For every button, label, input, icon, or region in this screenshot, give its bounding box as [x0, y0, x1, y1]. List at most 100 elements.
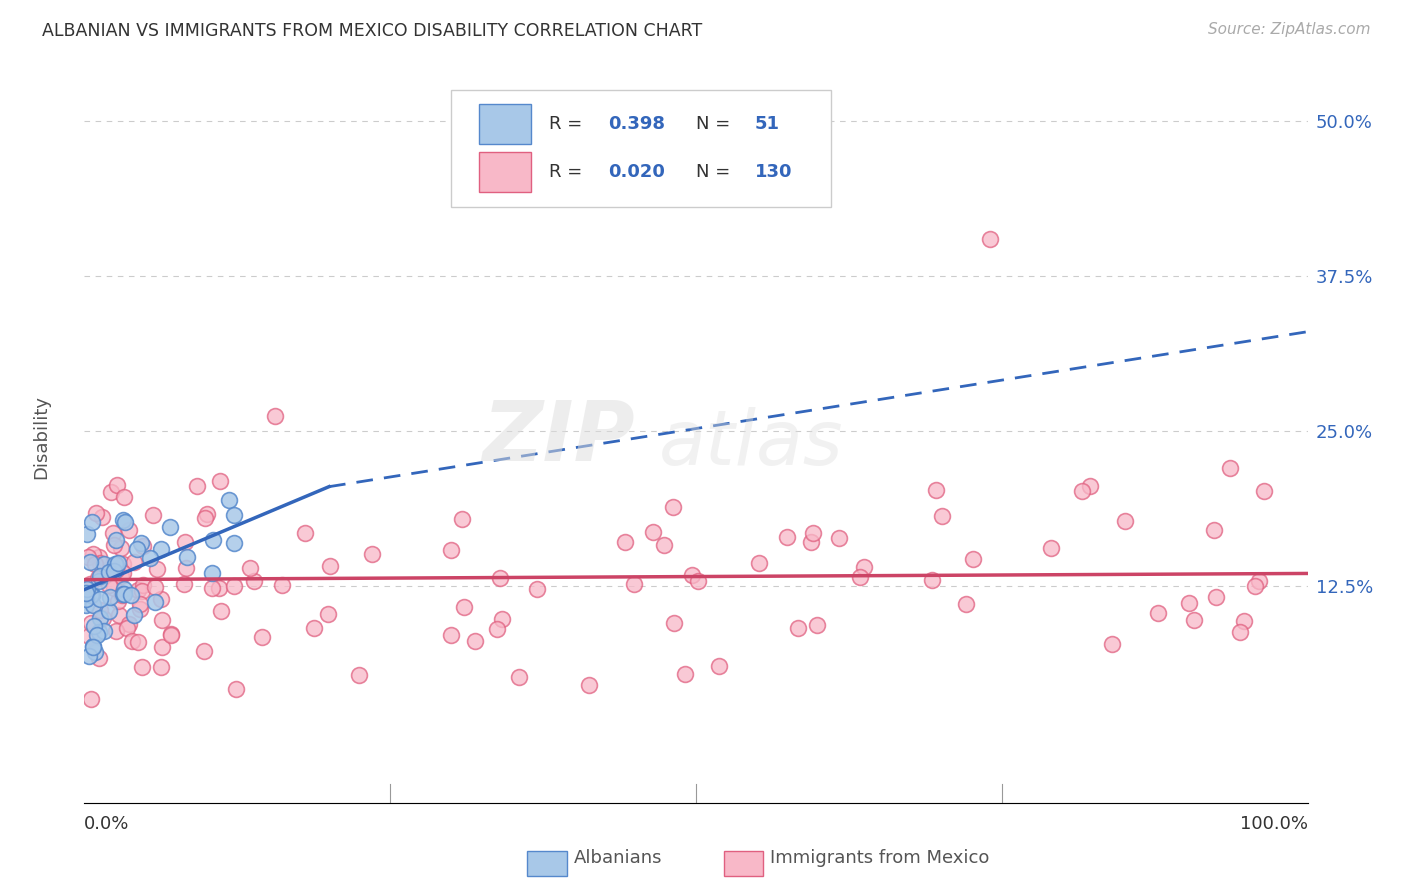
Point: [111, 588, 134, 602]
Point: [84, 506, 107, 520]
Point: [748, 556, 770, 570]
Point: [79, 580, 101, 594]
Point: [77, 648, 100, 663]
Point: [159, 519, 181, 533]
Point: [250, 630, 273, 644]
Point: [662, 616, 685, 631]
Point: [1244, 579, 1267, 593]
Point: [91, 611, 114, 625]
Point: [83, 618, 105, 632]
Point: [101, 526, 124, 541]
Point: [211, 604, 233, 618]
Point: [76, 582, 98, 596]
Text: 0.020: 0.020: [607, 163, 665, 181]
Point: [80, 691, 103, 706]
Point: [688, 574, 710, 589]
Point: [125, 541, 148, 556]
Text: 51: 51: [755, 115, 780, 133]
Point: [111, 557, 134, 571]
Point: [675, 667, 697, 681]
Point: [209, 474, 232, 488]
Point: [89, 568, 111, 582]
Point: [174, 561, 197, 575]
Point: [143, 595, 166, 609]
Point: [800, 535, 823, 549]
Point: [87, 572, 110, 586]
Point: [115, 622, 138, 636]
Point: [111, 587, 134, 601]
Point: [186, 479, 208, 493]
Point: [112, 582, 135, 597]
Point: [132, 578, 155, 592]
Text: Immigrants from Mexico: Immigrants from Mexico: [770, 849, 990, 867]
Point: [93, 624, 115, 638]
Point: [93, 557, 115, 571]
Text: 0.398: 0.398: [607, 115, 665, 133]
Point: [89, 574, 111, 588]
Point: [921, 573, 943, 587]
Point: [176, 549, 198, 564]
Point: [828, 531, 851, 545]
Point: [361, 547, 384, 561]
Point: [82, 640, 104, 654]
Point: [91, 510, 114, 524]
Point: [110, 541, 132, 556]
Point: [1247, 574, 1270, 589]
Point: [121, 633, 143, 648]
Point: [82, 639, 104, 653]
Point: [80, 588, 103, 602]
Point: [294, 526, 316, 541]
Point: [319, 558, 342, 573]
Point: [1233, 614, 1256, 628]
Point: [105, 563, 128, 577]
Point: [271, 577, 294, 591]
Point: [193, 644, 215, 658]
Point: [526, 582, 548, 596]
Point: [1219, 461, 1241, 475]
Point: [931, 509, 953, 524]
Point: [488, 571, 510, 585]
Point: [82, 547, 104, 561]
Point: [105, 558, 128, 573]
Point: [1040, 541, 1063, 555]
Point: [450, 511, 472, 525]
Point: [848, 570, 870, 584]
Point: [89, 603, 111, 617]
Point: [97, 578, 120, 592]
Point: [707, 659, 730, 673]
Point: [264, 409, 287, 424]
Point: [222, 508, 245, 523]
Point: [87, 651, 110, 665]
Point: [87, 625, 110, 640]
Point: [201, 582, 224, 596]
Point: [76, 526, 98, 541]
Point: [1114, 514, 1136, 528]
Point: [75, 598, 97, 612]
Point: [118, 523, 141, 537]
Point: [100, 591, 122, 605]
Point: [89, 611, 111, 625]
Point: [1253, 484, 1275, 499]
Text: 130: 130: [755, 163, 792, 181]
Text: R =: R =: [550, 115, 588, 133]
Text: 0.0%: 0.0%: [84, 815, 129, 833]
Point: [1070, 483, 1092, 498]
Point: [107, 608, 129, 623]
Text: Disability: Disability: [32, 395, 51, 479]
Point: [128, 602, 150, 616]
Point: [110, 568, 132, 582]
Point: [218, 493, 240, 508]
Point: [129, 597, 152, 611]
Point: [440, 543, 463, 558]
Point: [100, 485, 122, 500]
Point: [160, 627, 183, 641]
Point: [132, 539, 155, 553]
Point: [316, 607, 339, 622]
Point: [98, 566, 121, 580]
Point: [349, 667, 371, 681]
Point: [194, 511, 217, 525]
Point: [103, 581, 125, 595]
Point: [508, 670, 530, 684]
Point: [105, 477, 128, 491]
Point: [786, 621, 808, 635]
